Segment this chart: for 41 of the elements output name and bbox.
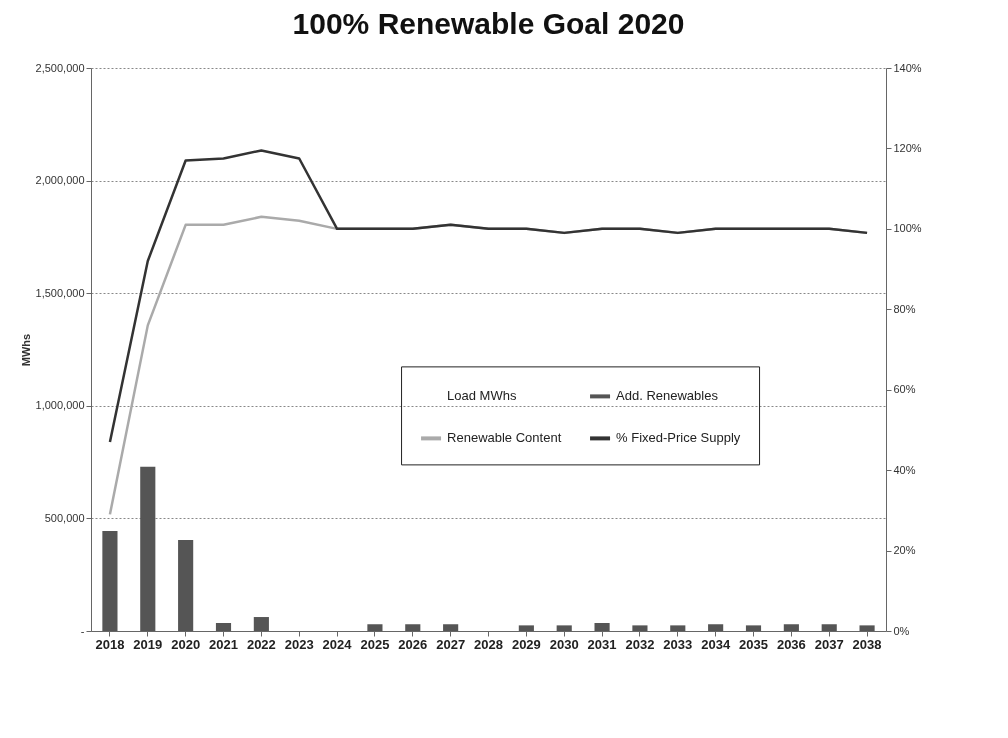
- x-tick-label: 2033: [663, 636, 693, 652]
- legend-label: % Fixed-Price Supply: [616, 430, 741, 446]
- x-tick-label: 2028: [474, 636, 503, 652]
- x-tick-label: 2034: [701, 636, 731, 652]
- x-tick-label: 2027: [436, 636, 466, 652]
- y-tick-label: 1,000,000: [35, 399, 85, 412]
- x-tick-label: 2035: [739, 636, 768, 652]
- x-tick-label: 2020: [171, 636, 201, 652]
- y-tick-label: 1,500,000: [35, 286, 85, 299]
- y-tick-label: 2,000,000: [35, 174, 85, 187]
- y2-tick-label: 40%: [893, 463, 916, 476]
- x-tick-label: 2023: [284, 636, 314, 652]
- x-tick-label: 2038: [852, 636, 882, 652]
- legend-label: Renewable Content: [447, 430, 562, 446]
- y-axis-title: MWhs: [19, 333, 32, 367]
- x-tick-label: 2025: [360, 636, 390, 652]
- y-tick-label: -: [80, 624, 85, 637]
- y2-tick-label: 120%: [893, 141, 922, 154]
- y2-tick-label: 0%: [893, 624, 910, 637]
- x-tick-label: 2024: [322, 636, 353, 652]
- y2-tick-label: 20%: [893, 544, 916, 557]
- y-tick-label: 500,000: [44, 511, 85, 524]
- x-tick-label: 2037: [814, 636, 844, 652]
- y2-tick-label: 60%: [893, 383, 916, 396]
- x-tick-label: 2026: [398, 636, 428, 652]
- x-tick-label: 2021: [209, 636, 238, 652]
- x-tick-label: 2032: [625, 636, 655, 652]
- y2-tick-label: 80%: [893, 302, 916, 315]
- x-tick-label: 2036: [776, 636, 806, 652]
- legend-label: Add. Renewables: [616, 388, 719, 404]
- y-tick-label: 2,500,000: [35, 61, 85, 74]
- y2-tick-label: 100%: [893, 222, 922, 235]
- x-tick-label: 2022: [246, 636, 276, 652]
- x-tick-label: 2030: [549, 636, 579, 652]
- x-tick-label: 2018: [95, 636, 125, 652]
- text: Load MWhs: [447, 388, 517, 404]
- x-tick-label: 2019: [133, 636, 163, 652]
- y2-tick-label: 140%: [893, 61, 922, 74]
- x-tick-label: 2029: [511, 636, 541, 652]
- x-tick-label: 2031: [587, 636, 617, 652]
- chart-title: 100% Renewable Goal 2020: [292, 7, 685, 40]
